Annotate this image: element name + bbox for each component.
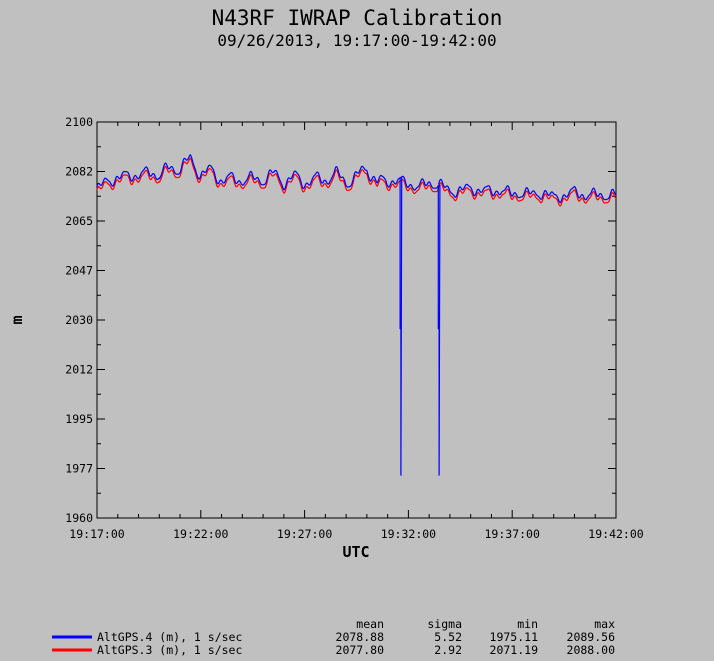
x-tick-label: 19:22:00 [173, 527, 228, 541]
series-layer [96, 154, 617, 476]
stat-sigma-altgps3: 2.92 [434, 643, 462, 657]
legend-label-altgps3: AltGPS.3 (m), 1 s/sec [97, 643, 242, 657]
chart-subtitle: 09/26/2013, 19:17:00-19:42:00 [217, 31, 496, 50]
y-tick-label: 1977 [65, 462, 93, 476]
chart-title: N43RF IWRAP Calibration [212, 6, 503, 30]
stats-header-mean: mean [356, 617, 384, 631]
stat-sigma-altgps4: 5.52 [434, 630, 462, 644]
stats-header-sigma: sigma [427, 617, 462, 631]
x-tick-label: 19:32:00 [381, 527, 436, 541]
y-tick-label: 2082 [65, 165, 93, 179]
series-line-altgps3 [96, 157, 617, 207]
y-tick-label: 2012 [65, 363, 93, 377]
stat-min-altgps4: 1975.11 [490, 630, 539, 644]
y-axis-label: m [8, 315, 26, 324]
y-tick-label: 2065 [65, 214, 93, 228]
x-axis: 19:17:00 19:22:00 19:27:00 19:32:00 19:37:00… [69, 122, 644, 541]
x-tick-label: 19:37:00 [485, 527, 540, 541]
x-tick-label: 19:17:00 [69, 527, 124, 541]
y-tick-label: 1960 [65, 511, 93, 525]
stat-max-altgps4: 2089.56 [567, 630, 616, 644]
legend: mean sigma min max AltGPS.4 (m), 1 s/sec… [52, 617, 615, 657]
stat-min-altgps3: 2071.19 [490, 643, 539, 657]
x-tick-label: 19:27:00 [277, 527, 332, 541]
legend-label-altgps4: AltGPS.4 (m), 1 s/sec [97, 630, 242, 644]
y-tick-label: 2100 [65, 115, 93, 129]
x-axis-label: UTC [342, 543, 369, 561]
plot-area [96, 121, 617, 519]
stat-max-altgps3: 2088.00 [567, 643, 616, 657]
y-axis: 1960 1977 1995 2012 2030 2047 2065 2082 2100 [65, 115, 616, 525]
stats-header-min: min [517, 617, 538, 631]
stats-header-max: max [594, 617, 615, 631]
stat-mean-altgps3: 2077.80 [336, 643, 385, 657]
stat-mean-altgps4: 2078.88 [336, 630, 385, 644]
x-tick-label: 19:42:00 [588, 527, 643, 541]
y-tick-label: 1995 [65, 412, 93, 426]
y-tick-label: 2047 [65, 264, 93, 278]
y-tick-label: 2030 [65, 313, 93, 327]
series-line-altgps4 [96, 154, 617, 476]
